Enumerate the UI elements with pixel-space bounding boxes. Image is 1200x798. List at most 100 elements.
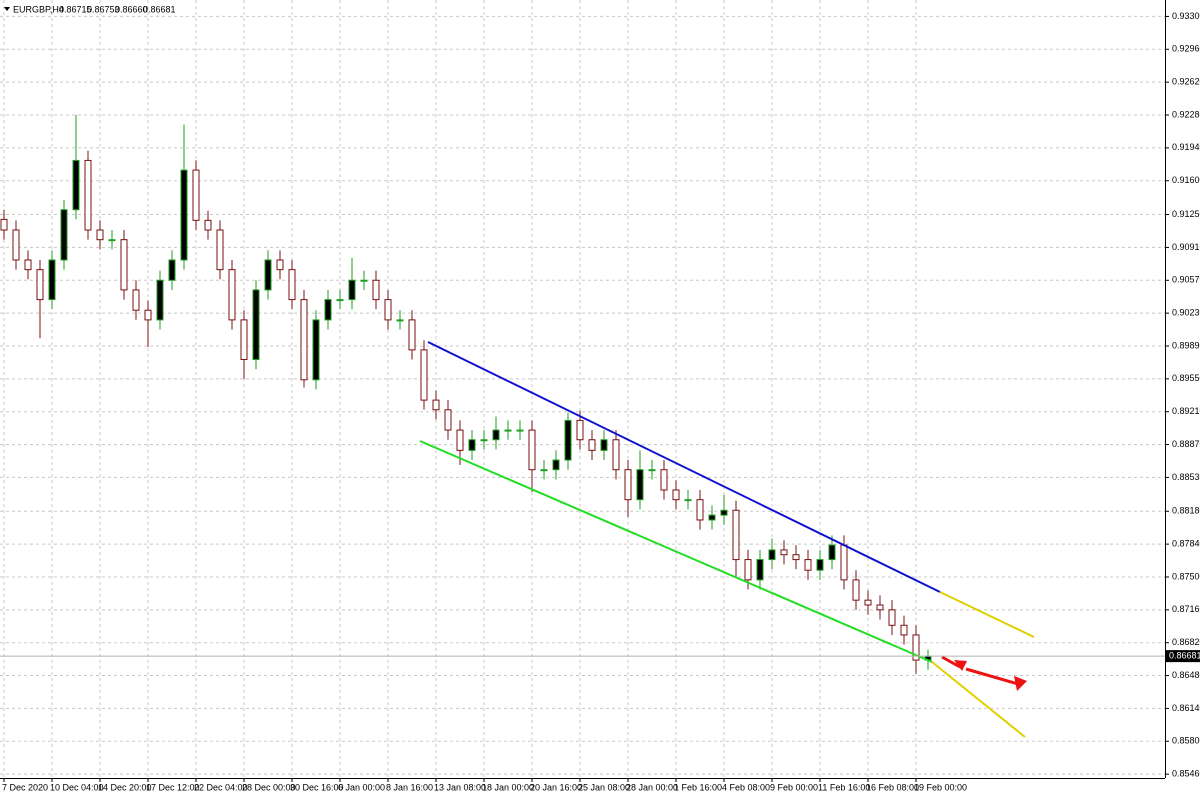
candle-body [516,429,524,432]
candle-body [612,439,620,471]
candle-body [48,259,56,301]
candle-body [828,544,836,561]
arrow-down-head [954,660,967,671]
candle-body [864,599,872,606]
x-tick-label: 20 Jan 16:00 [530,782,582,792]
candle-body [276,259,284,271]
upper-trendline [427,341,941,593]
candle-body [912,634,920,661]
arrow-up-head [1014,676,1027,691]
candle-body [12,229,20,261]
candle-body [324,299,332,321]
candle-body [288,269,296,301]
candle-body [312,319,320,381]
candle-body [900,624,908,636]
candle-body [204,219,212,231]
candle-body [72,159,80,211]
x-tick-label: 22 Dec 04:00 [194,782,248,792]
candle-body [0,218,8,231]
candle-body [552,459,560,471]
candle-body [756,559,764,581]
last-price-label: 0.86681 [1169,651,1200,661]
candle-body [24,259,32,271]
candle-body [732,509,740,561]
candle-body [216,229,224,271]
x-tick-label: 9 Feb 00:00 [770,782,818,792]
candle-body [228,269,236,321]
candle-body [528,429,536,471]
x-tick-label: 19 Feb 00:00 [914,782,967,792]
candle-body [888,609,896,626]
candle-body [720,509,728,516]
x-tick-label: 14 Dec 20:00 [98,782,152,792]
candle-body [852,579,860,601]
candle-body [708,514,716,521]
candle-body [876,604,884,611]
candle-body [696,499,704,521]
candle-body [564,419,572,461]
forecast-arrows [941,655,1027,691]
symbol: EURGBP,H4 [13,4,64,14]
candle-body [180,169,188,261]
candle-body [156,279,164,321]
candle-body [432,399,440,411]
candle-body [336,299,344,302]
x-tick-label: 8 Jan 16:00 [386,782,433,792]
candle-body [96,229,104,241]
x-tick-label: 18 Jan 00:00 [482,782,534,792]
quote-high: 0.86753 [87,4,120,14]
x-tick-label: 16 Feb 08:00 [866,782,919,792]
candle-body [264,259,272,291]
candle-body [780,549,788,556]
candle-body [132,289,140,311]
candle-body [144,309,152,321]
candle-body [384,299,392,321]
candle-body [252,289,260,361]
candle-body [120,239,128,291]
candle-body [744,559,752,581]
candle-body [648,469,656,472]
x-tick-label: 30 Dec 16:00 [290,782,344,792]
candle-body [660,469,668,491]
x-tick-label: 28 Jan 00:00 [626,782,678,792]
x-tick-label: 25 Jan 08:00 [578,782,630,792]
candle-body [540,469,548,472]
candle-body [348,279,356,301]
arrow-up-shaft [965,667,1019,686]
candle-body [240,319,248,361]
candle-body [36,269,44,301]
candle-body [840,544,848,581]
header-arrow [4,7,10,11]
candle-body [468,439,476,451]
candle-body [624,469,632,501]
candle-body [504,429,512,432]
x-tick-label: 11 Feb 16:00 [818,782,870,792]
lower-projection [931,661,1026,738]
arrow-down-shaft [941,655,961,669]
candle-body [816,559,824,571]
quote-low: 0.86660 [115,4,148,14]
quote-open: 0.86715 [59,4,92,14]
header: EURGBP,H4 0.86715 0.86753 0.86660 0.8668… [4,4,176,14]
